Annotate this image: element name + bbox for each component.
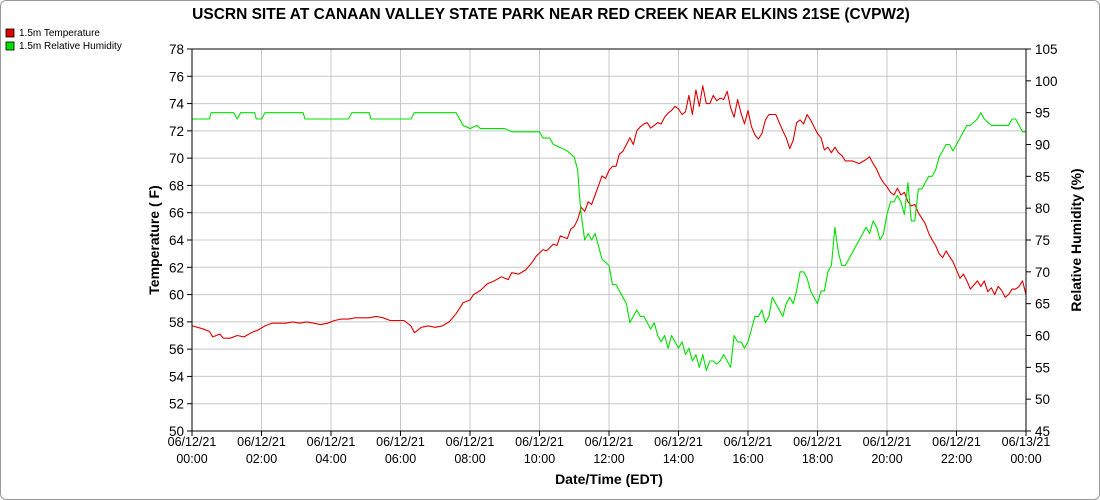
x-tick-time: 16:00: [732, 452, 763, 466]
x-axis: 06/12/21 00:00 06/12/21 02:00 06/12/21 04:00 0…: [168, 431, 1051, 466]
legend-swatch-humidity: [5, 41, 15, 51]
left-tick-label: 60: [169, 288, 184, 303]
x-tick-date: 06/12/21: [724, 435, 773, 449]
right-tick-label: 70: [1035, 265, 1050, 280]
right-tick-label: 50: [1035, 392, 1050, 407]
x-tick-date: 06/12/21: [307, 435, 356, 449]
chart-title: USCRN SITE AT CANAAN VALLEY STATE PARK N…: [192, 6, 910, 23]
x-tick-date: 06/12/21: [446, 435, 495, 449]
legend-swatch-temperature: [5, 28, 15, 38]
x-tick-time: 00:00: [176, 452, 207, 466]
y-axis-label-left: Temperature ( F): [146, 185, 162, 294]
left-tick-label: 78: [169, 42, 184, 57]
x-tick-time: 18:00: [802, 452, 833, 466]
x-tick-date: 06/12/21: [793, 435, 842, 449]
x-tick-time: 04:00: [315, 452, 346, 466]
x-tick-date: 06/12/21: [863, 435, 912, 449]
x-tick-time: 12:00: [593, 452, 624, 466]
x-tick-date: 06/12/21: [376, 435, 425, 449]
y-axis-label-right: Relative Humidity (%): [1068, 168, 1084, 311]
left-tick-label: 72: [169, 124, 184, 139]
left-tick-label: 52: [169, 397, 184, 412]
left-tick-label: 66: [169, 206, 184, 221]
x-tick-time: 22:00: [941, 452, 972, 466]
left-tick-label: 58: [169, 315, 184, 330]
right-tick-label: 105: [1035, 42, 1058, 57]
x-tick-date: 06/12/21: [585, 435, 634, 449]
legend-label-temperature: 1.5m Temperature: [19, 28, 100, 39]
x-tick-date: 06/12/21: [932, 435, 981, 449]
series-layer: [191, 85, 1027, 372]
x-tick-date: 06/13/21: [1002, 435, 1051, 449]
left-tick-label: 68: [169, 178, 184, 193]
left-tick-label: 74: [169, 97, 185, 112]
right-tick-label: 45: [1035, 424, 1050, 439]
right-tick-label: 95: [1035, 106, 1050, 121]
x-tick-date: 06/12/21: [168, 435, 217, 449]
legend: 1.5m Temperature 1.5m Relative Humidity: [5, 28, 122, 52]
right-tick-label: 100: [1035, 74, 1058, 89]
x-axis-label: Date/Time (EDT): [555, 471, 663, 487]
right-tick-label: 85: [1035, 169, 1050, 184]
left-tick-label: 50: [169, 424, 184, 439]
right-tick-label: 90: [1035, 138, 1050, 153]
legend-label-humidity: 1.5m Relative Humidity: [19, 41, 122, 52]
x-tick-time: 00:00: [1010, 452, 1041, 466]
right-tick-label: 75: [1035, 233, 1050, 248]
x-tick-time: 08:00: [454, 452, 485, 466]
left-axis: 50 52 54 56 58 60 62 64 66 68 70 72 74 76 78: [169, 42, 192, 439]
left-tick-label: 56: [169, 342, 184, 357]
x-tick-time: 02:00: [246, 452, 277, 466]
x-tick-time: 06:00: [385, 452, 416, 466]
x-tick-date: 06/12/21: [654, 435, 703, 449]
x-tick-date: 06/12/21: [237, 435, 286, 449]
left-tick-label: 70: [169, 151, 184, 166]
series-line-temperature: [191, 85, 1027, 339]
left-tick-label: 62: [169, 260, 184, 275]
right-tick-label: 80: [1035, 201, 1050, 216]
x-tick-time: 20:00: [871, 452, 902, 466]
x-tick-date: 06/12/21: [515, 435, 564, 449]
right-tick-label: 60: [1035, 329, 1050, 344]
x-tick-time: 14:00: [663, 452, 694, 466]
series-line-humidity: [192, 112, 1026, 372]
right-tick-label: 65: [1035, 297, 1050, 312]
grid: [192, 49, 1026, 431]
right-axis: 45 50 55 60 65 70 75 80 85 90 95 100 105: [1026, 42, 1058, 439]
x-tick-time: 10:00: [524, 452, 555, 466]
left-tick-label: 64: [169, 233, 185, 248]
left-tick-label: 54: [169, 369, 185, 384]
left-tick-label: 76: [169, 69, 184, 84]
right-tick-label: 55: [1035, 360, 1050, 375]
